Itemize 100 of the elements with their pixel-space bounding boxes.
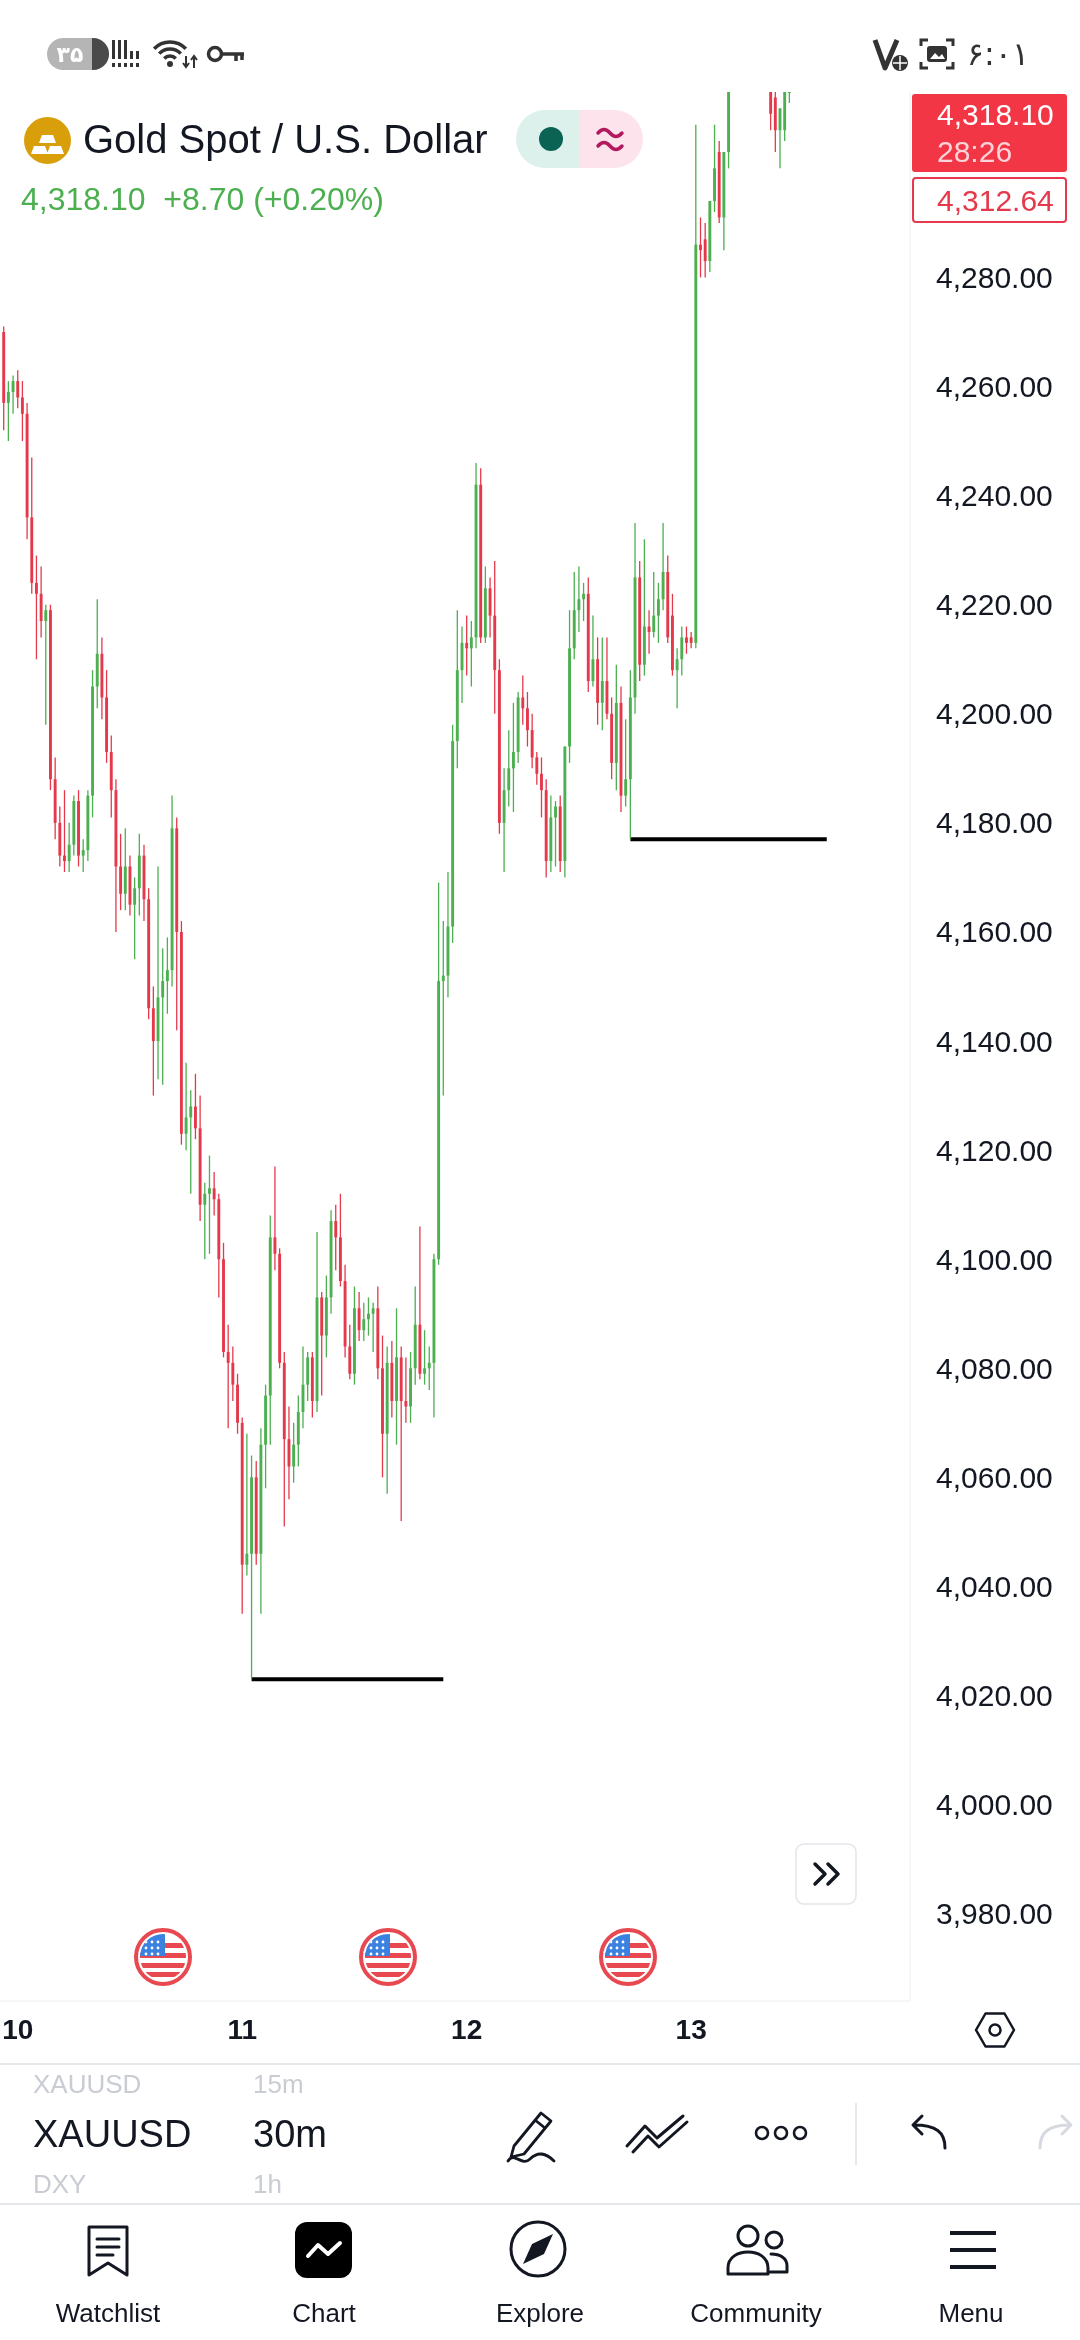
text: ۳۵ (56, 41, 84, 67)
candlestick (507, 729, 511, 808)
candlestick (540, 756, 543, 819)
candlestick (535, 751, 539, 786)
candlestick (624, 718, 628, 808)
candlestick (203, 1182, 207, 1260)
text: Explore (495, 2298, 585, 2328)
candlestick (371, 1302, 375, 1353)
candlestick (600, 636, 604, 731)
candlestick (20, 380, 24, 442)
candlestick (441, 920, 445, 1097)
candlestick (226, 1324, 230, 1429)
y-tick-label: 4,180.00 (936, 806, 1053, 840)
y-tick-label: 4,020.00 (936, 1679, 1053, 1713)
y-tick-label: 4,120.00 (936, 1133, 1053, 1167)
candlestick (381, 1334, 384, 1479)
candlestick (465, 614, 469, 677)
candlestick (699, 216, 702, 279)
candlestick (34, 554, 38, 660)
candlestick (189, 1089, 193, 1195)
candlestick (404, 1356, 408, 1424)
candlestick (469, 620, 473, 688)
candlestick (713, 124, 716, 213)
candlestick (685, 625, 688, 655)
candlestick (357, 1291, 361, 1342)
candlestick (161, 947, 165, 1086)
candlestick (427, 1345, 431, 1391)
candlestick (577, 565, 581, 633)
candlestick (727, 92, 731, 170)
candlestick (362, 1302, 366, 1342)
candlestick (81, 838, 85, 873)
candlestick (208, 1154, 211, 1255)
candlestick (680, 625, 684, 677)
text: XAUUSD (33, 2113, 192, 2155)
text: 4,318.10 (937, 97, 1054, 131)
y-tick-label: 4,000.00 (936, 1788, 1053, 1822)
y-tick-label: 4,280.00 (936, 260, 1053, 294)
candlestick (591, 614, 595, 688)
text: Community (690, 2298, 822, 2328)
y-tick-label: 4,220.00 (936, 588, 1053, 622)
y-tick-label: 4,140.00 (936, 1024, 1053, 1058)
candlestick (194, 1073, 197, 1140)
candlestick (352, 1285, 356, 1386)
candlestick (395, 1307, 398, 1446)
y-tick-label: 4,200.00 (936, 697, 1053, 731)
candlestick (133, 876, 137, 960)
text: Chart (292, 2298, 357, 2328)
candlestick (526, 691, 529, 748)
y-tick-label: 4,060.00 (936, 1460, 1053, 1494)
candlestick (6, 380, 10, 442)
candlestick (222, 1242, 225, 1359)
text: Watchlist (55, 2298, 162, 2328)
candlestick (11, 374, 15, 415)
candlestick (409, 1351, 412, 1424)
candlestick (77, 789, 80, 868)
candlestick (656, 582, 660, 644)
y-tick-label: 4,240.00 (936, 479, 1053, 513)
text: ۶:۰۱ (966, 35, 1030, 73)
candlestick (236, 1373, 239, 1435)
text: Gold Spot / U.S. Dollar (83, 117, 488, 161)
candlestick (554, 800, 557, 868)
candlestick (231, 1345, 235, 1402)
x-tick-label: 12 (451, 2013, 483, 2045)
text: 4,318.10 +8.70 (+0.20%) (21, 181, 384, 217)
candlestick (582, 582, 586, 622)
candlestick (292, 1422, 296, 1484)
candlestick (63, 789, 66, 873)
candlestick (689, 631, 693, 649)
candlestick (91, 669, 94, 819)
x-tick-label: 11 (227, 2013, 258, 2045)
x-tick-label: 13 (675, 2013, 707, 2045)
y-tick-label: 3,980.00 (936, 1897, 1053, 1931)
candlestick (568, 609, 571, 764)
candlestick (165, 936, 169, 1015)
candlestick (703, 222, 707, 279)
text: 30m (253, 2113, 327, 2155)
candlestick (67, 822, 71, 873)
candlestick (423, 1329, 427, 1386)
y-tick-label: 4,100.00 (936, 1242, 1053, 1276)
x-tick-label: 10 (2, 2013, 34, 2045)
candlestick (273, 1165, 277, 1271)
candlestick (671, 593, 674, 677)
candlestick (511, 702, 515, 813)
candlestick (184, 1062, 188, 1151)
candlestick (769, 92, 773, 131)
y-tick-label: 4,080.00 (936, 1351, 1053, 1385)
candlestick (652, 571, 656, 639)
text: 28:26 (937, 134, 1013, 168)
candlestick (245, 1433, 249, 1577)
y-tick-label: 4,260.00 (936, 370, 1053, 404)
candlestick (521, 674, 525, 726)
text: 4,312.64 (937, 183, 1054, 217)
candlestick (647, 609, 651, 655)
candlestick (334, 1204, 338, 1271)
candlestick (212, 1171, 216, 1217)
candlestick (16, 369, 20, 409)
y-tick-label: 4,040.00 (936, 1569, 1053, 1603)
candlestick (367, 1296, 370, 1337)
candlestick (44, 604, 48, 726)
candlestick (675, 647, 679, 709)
